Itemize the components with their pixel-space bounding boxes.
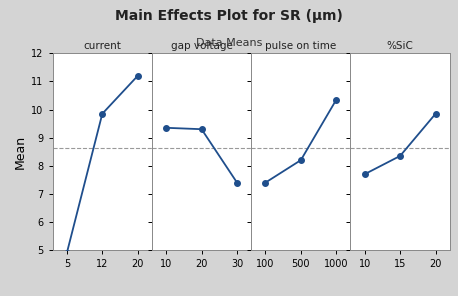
- Title: pulse on time: pulse on time: [265, 41, 337, 51]
- Title: %SiC: %SiC: [387, 41, 414, 51]
- Y-axis label: Mean: Mean: [14, 135, 27, 169]
- Title: current: current: [83, 41, 121, 51]
- Text: Main Effects Plot for SR (μm): Main Effects Plot for SR (μm): [115, 9, 343, 23]
- Title: gap voltage: gap voltage: [171, 41, 233, 51]
- Text: Data Means: Data Means: [196, 38, 262, 49]
